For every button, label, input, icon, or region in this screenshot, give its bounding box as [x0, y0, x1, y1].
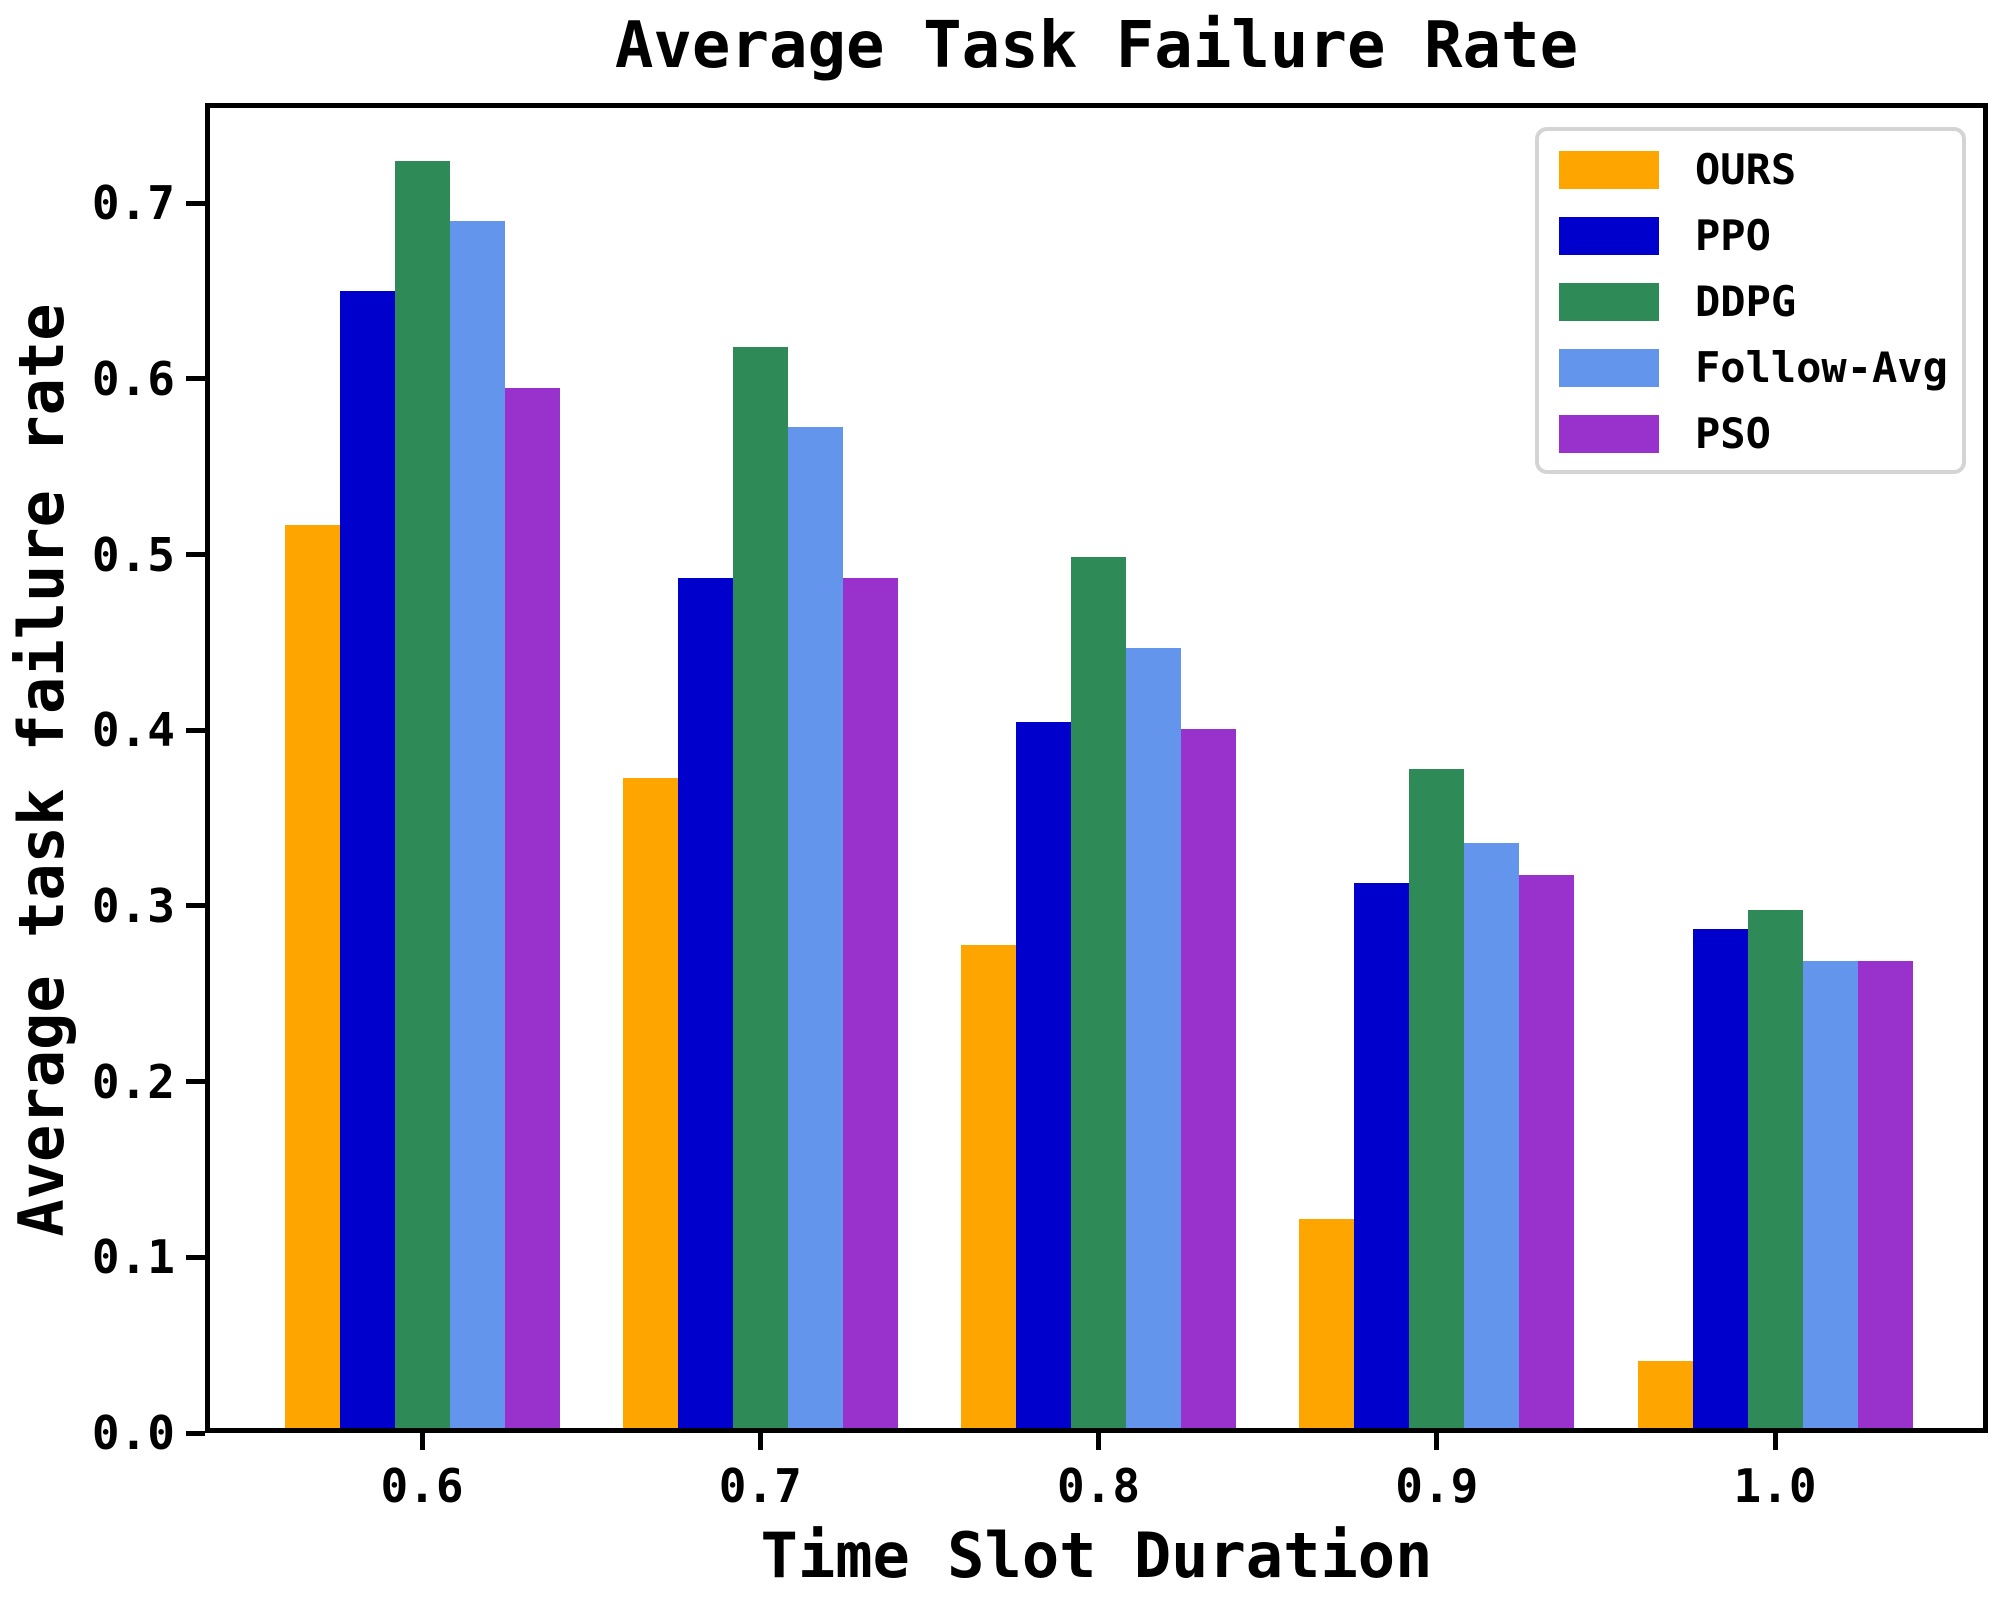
bar-ours-0.9 [1299, 1218, 1355, 1428]
y-tick-mark-0.6 [186, 376, 205, 382]
x-tick-mark-0.8 [1096, 1433, 1101, 1450]
bar-ddpg-0.7 [732, 347, 788, 1428]
y-tick-label-0.5: 0.5 [91, 527, 175, 582]
bar-follow-avg-0.6 [449, 220, 505, 1428]
legend-swatch-ddpg [1559, 283, 1659, 321]
bar-ppo-0.6 [339, 291, 395, 1428]
chart-title: Average Task Failure Rate [614, 9, 1579, 83]
bar-ours-1.0 [1637, 1361, 1693, 1428]
y-tick-mark-0.3 [186, 903, 205, 909]
legend: OURS PPO DDPG Follow-Avg PSO [1535, 127, 1966, 474]
bar-follow-avg-1.0 [1802, 960, 1858, 1428]
x-tick-label-0.6: 0.6 [380, 1459, 464, 1513]
bar-ppo-0.9 [1354, 883, 1410, 1428]
y-tick-mark-0.2 [186, 1079, 205, 1085]
bar-pso-0.6 [504, 387, 560, 1428]
y-tick-mark-0.5 [186, 552, 205, 557]
bar-ours-0.8 [961, 944, 1016, 1428]
bar-pso-0.7 [842, 577, 898, 1428]
bar-ppo-1.0 [1692, 929, 1748, 1428]
bar-ours-0.6 [284, 524, 340, 1428]
bar-ours-0.7 [622, 777, 678, 1428]
y-tick-label-0.7: 0.7 [91, 176, 175, 231]
legend-item-follow-avg: Follow-Avg [1539, 335, 1962, 401]
legend-swatch-follow-avg [1559, 349, 1659, 387]
bar-follow-avg-0.9 [1464, 842, 1520, 1428]
y-tick-mark-0.1 [186, 1254, 205, 1260]
y-tick-label-0.4: 0.4 [91, 703, 175, 758]
y-tick-label-0.6: 0.6 [91, 351, 175, 406]
bar-pso-0.9 [1519, 874, 1575, 1428]
x-axis-label: Time Slot Duration [760, 1519, 1433, 1592]
y-tick-label-0.0: 0.0 [91, 1406, 175, 1460]
y-tick-label-0.3: 0.3 [91, 878, 175, 933]
legend-label-follow-avg: Follow-Avg [1695, 343, 1948, 392]
bar-pso-0.8 [1181, 728, 1236, 1428]
x-tick-label-1.0: 1.0 [1733, 1459, 1817, 1513]
bar-ddpg-0.6 [394, 161, 450, 1428]
legend-swatch-ours [1559, 151, 1659, 189]
legend-label-pso: PSO [1695, 409, 1771, 458]
x-tick-label-0.7: 0.7 [718, 1459, 802, 1513]
bar-follow-avg-0.8 [1126, 647, 1181, 1428]
legend-swatch-ppo [1559, 217, 1659, 255]
x-tick-mark-0.7 [757, 1433, 763, 1450]
legend-item-ppo: PPO [1539, 203, 1962, 269]
x-tick-mark-0.6 [419, 1433, 425, 1450]
legend-label-ddpg: DDPG [1695, 277, 1797, 326]
legend-item-pso: PSO [1539, 401, 1962, 467]
bar-follow-avg-0.7 [787, 426, 843, 1428]
legend-item-ours: OURS [1539, 137, 1962, 203]
x-tick-label-0.9: 0.9 [1395, 1459, 1479, 1513]
x-tick-mark-0.9 [1434, 1433, 1440, 1450]
legend-label-ours: OURS [1695, 145, 1797, 194]
bar-ddpg-0.9 [1409, 769, 1465, 1428]
y-tick-label-0.1: 0.1 [91, 1230, 175, 1285]
x-tick-mark-1.0 [1772, 1433, 1778, 1450]
y-tick-mark-0.4 [186, 727, 205, 733]
legend-item-ddpg: DDPG [1539, 269, 1962, 335]
y-tick-mark-0.7 [186, 200, 205, 206]
y-tick-mark-0.0 [186, 1430, 205, 1436]
legend-label-ppo: PPO [1695, 211, 1771, 260]
y-tick-label-0.2: 0.2 [91, 1054, 175, 1109]
bar-ppo-0.8 [1016, 721, 1071, 1428]
bar-ddpg-1.0 [1747, 909, 1803, 1428]
bar-pso-1.0 [1857, 960, 1913, 1428]
bar-ddpg-0.8 [1071, 556, 1126, 1428]
legend-swatch-pso [1559, 415, 1659, 453]
bar-ppo-0.7 [677, 577, 733, 1428]
x-tick-label-0.8: 0.8 [1056, 1459, 1141, 1513]
